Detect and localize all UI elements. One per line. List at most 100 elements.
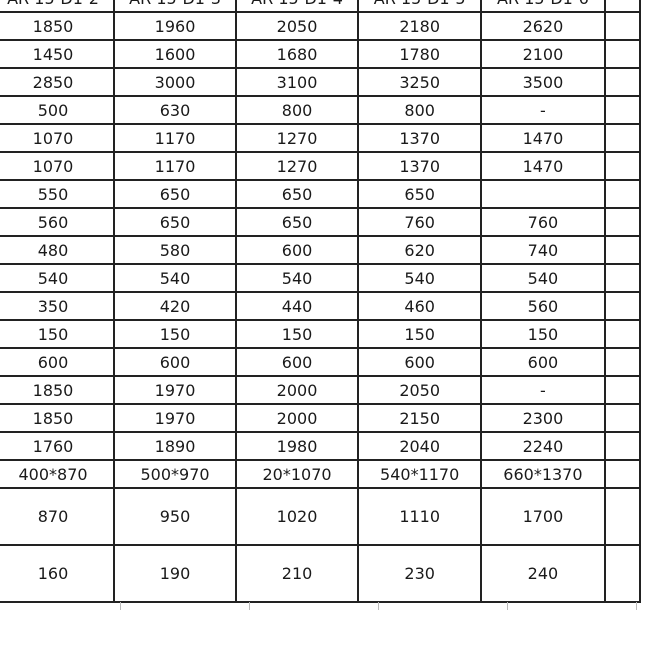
table-cell: 600 bbox=[113, 347, 238, 377]
table-row: 350 420 440 460 560 bbox=[0, 291, 642, 321]
table-cell: 1850 bbox=[0, 11, 116, 41]
table-row: 1850 1960 2050 2180 2620 bbox=[0, 11, 642, 41]
table-cell-clipped bbox=[603, 403, 642, 433]
table-cell: 580 bbox=[113, 235, 238, 265]
tick-mark bbox=[636, 602, 637, 610]
table-cell: 650 bbox=[357, 179, 483, 209]
table-cell: 2000 bbox=[235, 375, 360, 405]
table-row: 550 650 650 650 bbox=[0, 179, 642, 209]
table-row: 1070 1170 1270 1370 1470 bbox=[0, 123, 642, 153]
table-cell: 210 bbox=[235, 544, 360, 603]
table-cell: 800 bbox=[357, 95, 483, 125]
table-cell: 540 bbox=[357, 263, 483, 293]
table-cell: 600 bbox=[480, 347, 606, 377]
table-cell: 150 bbox=[357, 319, 483, 349]
table-cell: 1370 bbox=[357, 123, 483, 153]
table-cell-clipped bbox=[603, 263, 642, 293]
table-cell-clipped bbox=[603, 123, 642, 153]
table-cell: 1980 bbox=[235, 431, 360, 461]
table-row: 1850 1970 2000 2050- bbox=[0, 375, 642, 405]
table-cell: 2240 bbox=[480, 431, 606, 461]
table-row: 1850 1970 2000 2150 2300 bbox=[0, 403, 642, 433]
table-cell-clipped bbox=[603, 235, 642, 265]
table-cell: 2150 bbox=[357, 403, 483, 433]
table-cell: 2100 bbox=[480, 39, 606, 69]
table-cell: 1070 bbox=[0, 151, 116, 181]
table-cell: 2000 bbox=[235, 403, 360, 433]
table-row: 480 580 600 620 740 bbox=[0, 235, 642, 265]
table-cell: 2620 bbox=[480, 11, 606, 41]
header-row: AR-15-D1-2AR-15-D1-3AR-15-D1-4AR-15-D1-5… bbox=[0, 0, 642, 13]
table-cell: 630 bbox=[113, 95, 238, 125]
table-cell: 740 bbox=[480, 235, 606, 265]
table-cell: 3500 bbox=[480, 67, 606, 97]
table-row: 1450 1600 1680 1780 2100 bbox=[0, 39, 642, 69]
table-row: 870 950 1020 1110 1700 bbox=[0, 487, 642, 546]
table-cell: 1170 bbox=[113, 123, 238, 153]
table-row: 160 190 210 230 240 bbox=[0, 544, 642, 603]
table-cell: 600 bbox=[357, 347, 483, 377]
table-cell: 2050 bbox=[235, 11, 360, 41]
table-cell: - bbox=[480, 95, 606, 125]
table-cell: 600 bbox=[0, 347, 116, 377]
table-cell-clipped bbox=[603, 95, 642, 125]
table-cell: 1760 bbox=[0, 431, 116, 461]
table-cell: 350 bbox=[0, 291, 116, 321]
table-cell-clipped bbox=[603, 11, 642, 41]
table-cell: 560 bbox=[480, 291, 606, 321]
table-cell: 190 bbox=[113, 544, 238, 603]
tick-mark bbox=[120, 602, 121, 610]
table-cell: 20*1070 bbox=[235, 459, 360, 489]
table-cell-clipped bbox=[603, 151, 642, 181]
table-cell: 550 bbox=[0, 179, 116, 209]
table-cell: 2180 bbox=[357, 11, 483, 41]
table-cell-clipped bbox=[603, 431, 642, 461]
table-cell: 1070 bbox=[0, 123, 116, 153]
table-cell: 870 bbox=[0, 487, 116, 546]
table-cell-clipped bbox=[603, 179, 642, 209]
table-cell: 500 bbox=[0, 95, 116, 125]
table-cell: 1470 bbox=[480, 151, 606, 181]
table-row: 540 540 540 540 540 bbox=[0, 263, 642, 293]
table-cell: 400*870 bbox=[0, 459, 116, 489]
table-cell: 650 bbox=[113, 179, 238, 209]
table-cell: 1970 bbox=[113, 403, 238, 433]
table-cell-clipped bbox=[603, 319, 642, 349]
table-cell: 760 bbox=[357, 207, 483, 237]
table-cell-clipped bbox=[603, 375, 642, 405]
table-cell: 1850 bbox=[0, 375, 116, 405]
spec-table: AR-15-D1-2AR-15-D1-3AR-15-D1-4AR-15-D1-5… bbox=[0, 0, 642, 603]
table-cell-clipped bbox=[603, 67, 642, 97]
table-cell: 1890 bbox=[113, 431, 238, 461]
column-header: AR-15-D1-2 bbox=[0, 0, 116, 13]
column-header: AR-15-D1-3 bbox=[113, 0, 238, 13]
table-cell: 620 bbox=[357, 235, 483, 265]
column-header: AR-15-D1-5 bbox=[357, 0, 483, 13]
table-row: 1760 1890 1980 2040 2240 bbox=[0, 431, 642, 461]
table-cell: 950 bbox=[113, 487, 238, 546]
table-cell: 440 bbox=[235, 291, 360, 321]
table-row: 600 600 600 600 600 bbox=[0, 347, 642, 377]
table-row: 560 650 650 760 760 bbox=[0, 207, 642, 237]
table-cell: - bbox=[480, 375, 606, 405]
table-row: 150 150 150 150 150 bbox=[0, 319, 642, 349]
table-cell: 650 bbox=[235, 179, 360, 209]
table-cell-clipped bbox=[603, 39, 642, 69]
table-cell: 230 bbox=[357, 544, 483, 603]
table-cell: 2050 bbox=[357, 375, 483, 405]
table-edge-ticks bbox=[0, 602, 650, 610]
table-cell-clipped bbox=[603, 544, 642, 603]
table-cell: 3250 bbox=[357, 67, 483, 97]
table-cell: 2850 bbox=[0, 67, 116, 97]
column-header: AR-15-D1-4 bbox=[235, 0, 360, 13]
table-cell: 1600 bbox=[113, 39, 238, 69]
table-cell: 1270 bbox=[235, 123, 360, 153]
table-cell: 1850 bbox=[0, 403, 116, 433]
table-cell: 660*1370 bbox=[480, 459, 606, 489]
table-cell: 1370 bbox=[357, 151, 483, 181]
table-row: 2850 3000 3100 3250 3500 bbox=[0, 67, 642, 97]
table-cell: 1170 bbox=[113, 151, 238, 181]
table-cell: 3100 bbox=[235, 67, 360, 97]
table-cell: 150 bbox=[0, 319, 116, 349]
tick-mark bbox=[507, 602, 508, 610]
